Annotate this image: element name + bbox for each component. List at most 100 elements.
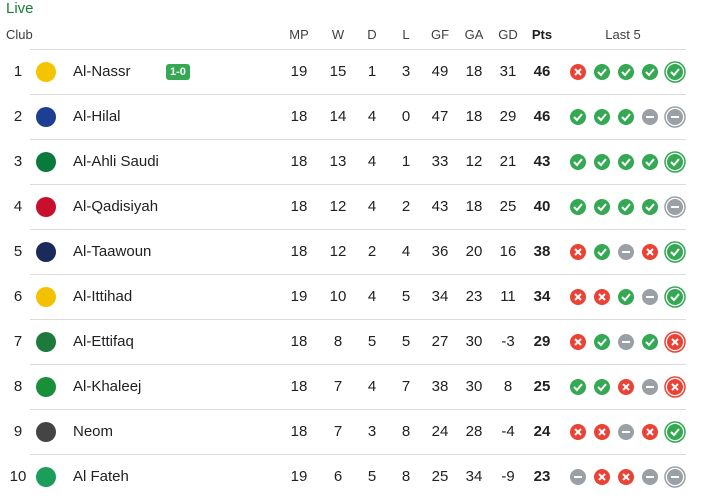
result-icon — [664, 331, 686, 353]
stat: 24 — [533, 423, 551, 440]
stat: 19 — [290, 288, 308, 305]
stat: 28 — [465, 423, 483, 440]
column-header: D — [367, 27, 377, 42]
stat: 5 — [367, 468, 377, 485]
stat: 4 — [367, 153, 377, 170]
stat: 25 — [499, 198, 517, 215]
result-icon — [617, 63, 635, 81]
result-icon — [641, 153, 659, 171]
result-icon — [593, 153, 611, 171]
club-logo — [36, 197, 56, 217]
result-icon — [641, 378, 659, 396]
result-icon — [569, 243, 587, 261]
stat: 4 — [367, 378, 377, 395]
club-logo — [36, 467, 56, 487]
column-header: L — [402, 27, 410, 42]
stat: 23 — [465, 288, 483, 305]
column-header: MP — [289, 27, 309, 42]
stat: 8 — [401, 423, 411, 440]
rank: 6 — [13, 288, 23, 305]
club-name[interactable]: Neom — [73, 423, 114, 440]
stat: 7 — [333, 423, 343, 440]
column-header: GF — [430, 27, 450, 42]
row-divider — [30, 364, 686, 365]
result-icon — [641, 288, 659, 306]
stat: 11 — [500, 288, 516, 305]
stat: 34 — [465, 468, 483, 485]
stat: 19 — [290, 63, 308, 80]
row-divider — [30, 409, 686, 410]
stat: 12 — [329, 243, 347, 260]
stat: 46 — [533, 108, 551, 125]
stat: 33 — [431, 153, 449, 170]
result-icon — [617, 423, 635, 441]
club-name[interactable]: Al-Qadisiyah — [73, 198, 159, 215]
stat: 20 — [465, 243, 483, 260]
result-icon — [569, 468, 587, 486]
stat: 8 — [333, 333, 343, 350]
rank: 8 — [13, 378, 23, 395]
stat: 3 — [401, 63, 411, 80]
club-logo — [36, 377, 56, 397]
stat: 25 — [533, 378, 551, 395]
row-divider — [30, 139, 686, 140]
result-icon — [569, 63, 587, 81]
stat: 2 — [367, 243, 377, 260]
stat: 18 — [290, 108, 308, 125]
result-icon — [664, 106, 686, 128]
stat: 38 — [533, 243, 551, 260]
result-icon — [664, 286, 686, 308]
stat: 36 — [431, 243, 449, 260]
result-icon — [617, 243, 635, 261]
result-icon — [593, 468, 611, 486]
club-name[interactable]: Al Fateh — [73, 468, 129, 485]
result-icon — [617, 378, 635, 396]
result-icon — [617, 333, 635, 351]
stat: 1 — [401, 153, 411, 170]
stat: 21 — [499, 153, 517, 170]
stat: 4 — [367, 198, 377, 215]
stat: 12 — [465, 153, 483, 170]
club-name[interactable]: Al-Taawoun — [73, 243, 152, 260]
row-divider — [30, 49, 686, 50]
rank: 1 — [13, 63, 23, 80]
club-name[interactable]: Al-Nassr — [73, 63, 131, 80]
club-name[interactable]: Al-Ettifaq — [73, 333, 134, 350]
column-header: Last 5 — [605, 27, 641, 42]
stat: 34 — [533, 288, 551, 305]
result-icon — [664, 151, 686, 173]
result-icon — [569, 333, 587, 351]
rank: 7 — [13, 333, 23, 350]
club-name[interactable]: Al-Ittihad — [73, 288, 133, 305]
club-logo — [36, 422, 56, 442]
club-logo — [36, 332, 56, 352]
result-icon — [617, 288, 635, 306]
stat: 18 — [465, 63, 483, 80]
club-logo — [36, 62, 56, 82]
stat: 47 — [431, 108, 449, 125]
club-name[interactable]: Al-Khaleej — [73, 378, 142, 395]
result-icon — [593, 198, 611, 216]
stat: 19 — [290, 468, 308, 485]
result-icon — [664, 61, 686, 83]
stat: 38 — [431, 378, 449, 395]
result-icon — [617, 108, 635, 126]
row-divider — [30, 229, 686, 230]
stat: 18 — [465, 198, 483, 215]
stat: 8 — [401, 468, 411, 485]
stat: 4 — [401, 243, 411, 260]
club-logo — [36, 242, 56, 262]
stat: 0 — [401, 108, 411, 125]
result-icon — [641, 63, 659, 81]
result-icon — [641, 333, 659, 351]
stat: 43 — [431, 198, 449, 215]
result-icon — [593, 63, 611, 81]
club-name[interactable]: Al-Ahli Saudi — [73, 153, 159, 170]
stat: 13 — [329, 153, 347, 170]
stat: 1 — [367, 63, 377, 80]
result-icon — [569, 423, 587, 441]
stat: 46 — [533, 63, 551, 80]
club-name[interactable]: Al-Hilal — [73, 108, 121, 125]
result-icon — [569, 288, 587, 306]
